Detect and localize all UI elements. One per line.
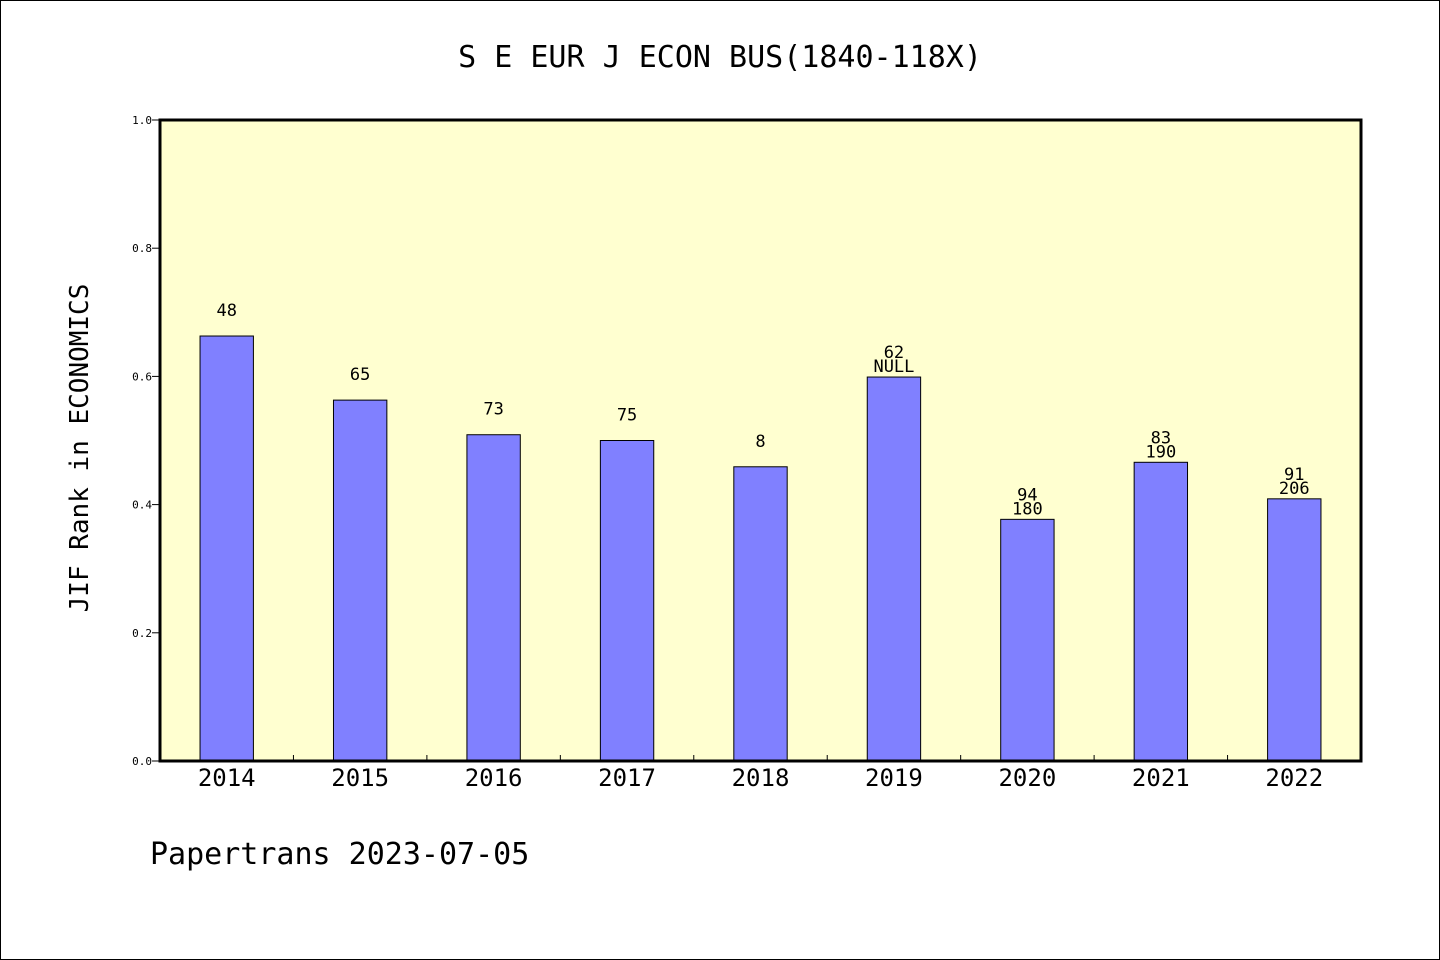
bar-label: 8 (755, 432, 765, 452)
x-tick-label: 2016 (465, 764, 523, 792)
bar-label: 206 (1279, 479, 1310, 499)
bar-2021 (1133, 461, 1189, 762)
bar-label: 48 (216, 301, 236, 321)
x-tick-label: 2015 (331, 764, 389, 792)
bar-label: 65 (350, 365, 370, 385)
y-axis-label: JIF Rank in ECONOMICS (65, 284, 95, 613)
bar-2018 (733, 466, 788, 762)
bar-label: 190 (1145, 442, 1176, 462)
bar-label: 75 (617, 406, 637, 426)
y-tick-label: 0.6 (132, 370, 152, 383)
x-tick-label: 2022 (1265, 764, 1323, 792)
bar-label: NULL (873, 357, 914, 377)
x-tick-label: 2020 (998, 764, 1056, 792)
x-tick-label: 2014 (198, 764, 256, 792)
y-tick-label: 0.4 (132, 499, 152, 512)
bar-2020 (1000, 518, 1055, 762)
y-tick-label: 1.0 (132, 114, 152, 127)
x-tick-label: 2019 (865, 764, 923, 792)
x-tick-label: 2018 (732, 764, 790, 792)
bar-label: 62 (884, 343, 904, 363)
bar-2015 (332, 399, 388, 762)
bar-2014 (199, 335, 254, 762)
bar-label: 91 (1284, 465, 1304, 485)
x-tick-label: 2017 (598, 764, 656, 792)
plot-border (158, 118, 1363, 763)
y-axis: 0.0 0.2 0.4 0.6 0.8 1.0 (132, 114, 160, 768)
y-tick-label: 0.2 (132, 627, 152, 640)
bar-2019 (866, 376, 922, 762)
chart-title: S E EUR J ECON BUS(1840-118X) (458, 40, 982, 75)
footer-text: Papertrans 2023-07-05 (150, 837, 529, 872)
bar-2017 (599, 440, 655, 762)
x-tick-label: 2021 (1132, 764, 1190, 792)
y-tick-label: 0.0 (132, 755, 152, 768)
bar-2022 (1267, 498, 1322, 762)
y-tick-label: 0.8 (132, 242, 152, 255)
bar-label: 180 (1012, 499, 1043, 519)
bar-2016 (466, 434, 521, 762)
x-axis: 2014 2015 2016 2017 2018 2019 2020 2021 2022 (198, 755, 1323, 792)
bar-label: 83 (1151, 428, 1171, 448)
bar-series (199, 335, 1322, 762)
bar-label: 73 (483, 400, 503, 420)
bar-label: 94 (1017, 485, 1037, 505)
